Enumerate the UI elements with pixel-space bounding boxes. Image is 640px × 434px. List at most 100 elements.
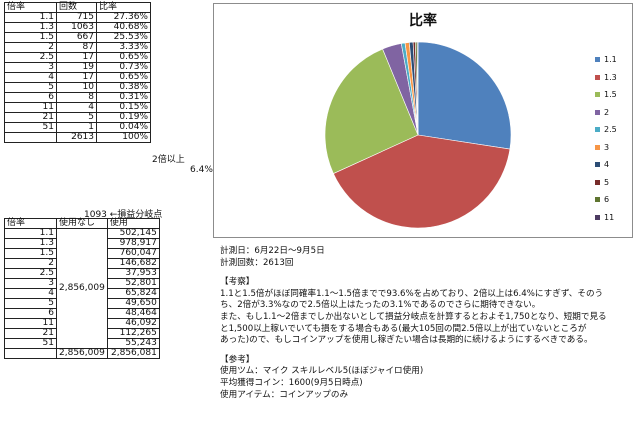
table-cell: 19 [56,62,97,73]
empty-cell [4,132,57,143]
coin-table: 倍率 使用なし 使用 1.1 2,856,009 502,145 1.3 978,917 1.5… [4,218,160,359]
column-header: 使用 [106,218,160,229]
table-cell: 1.5 [4,32,57,43]
rate-cell: 3 [4,278,57,289]
table-row: 11 4 0.15% [4,102,151,113]
table-cell: 40.68% [96,22,151,33]
legend-item: 4 [595,160,609,169]
legend-label: 1.3 [604,72,617,82]
column-header: 回数 [56,2,97,13]
pie-slice-1.1 [417,41,512,150]
table-cell: 51 [4,122,57,133]
legend-label: 5 [604,177,610,187]
table-cell: 1.3 [4,22,57,33]
pie-slice-1.5 [324,48,419,174]
table-cell: 0.38% [96,82,151,93]
with-cell: 37,953 [106,268,160,279]
consider-title: 【考察】 [220,277,255,288]
ref-body: 使用ツム：マイク スキルレベル5(ほぼジャイロ使用) 平均獲得コイン：1600(9… [220,366,635,401]
legend-label: 1.1 [604,55,617,64]
total-count: 2613 [56,132,97,143]
table-row: 21 5 0.19% [4,112,151,123]
table-cell: 11 [4,102,57,113]
legend-swatch [595,74,600,80]
legend-label: 11 [604,212,615,222]
table-cell: 1063 [56,22,97,33]
legend-label: 2 [604,107,610,117]
legend-item: 1.5 [595,90,617,99]
table-cell: 8 [56,92,97,103]
legend-label: 6 [604,195,610,204]
column-header: 使用なし [56,218,108,229]
chart-title: 比率 [409,13,437,29]
legend-swatch [595,57,600,62]
table-cell: 2 [4,42,57,53]
legend-swatch [595,162,600,167]
legend-item: 1.1 [595,55,617,64]
table-cell: 2.5 [4,52,57,63]
rate-cell: 6 [4,308,57,319]
table-cell: 0.65% [96,52,151,63]
table-cell: 6 [4,92,57,103]
table-row: 3 19 0.73% [4,62,151,73]
total-row: 2613 100% [4,132,151,143]
with-cell: 65,824 [106,288,160,299]
legend-swatch [595,127,600,132]
legend-label: 3 [604,142,610,152]
table-cell: 4 [56,102,97,113]
table-cell: 1 [56,122,97,133]
legend-swatch [595,109,600,115]
with-cell: 52,801 [106,278,160,289]
rate-cell: 1.3 [4,238,57,249]
table-row: 51 1 0.04% [4,122,151,133]
legend-label: 1.5 [604,90,617,99]
table-cell: 0.73% [96,62,151,73]
table-cell: 0.04% [96,122,151,133]
table-row: 5 10 0.38% [4,82,151,93]
rate-cell: 11 [4,318,57,329]
legend-item: 2 [595,108,609,117]
table-cell: 87 [56,42,97,53]
table-header: 倍率 回数 比率 [4,2,151,13]
consider-line: と1,500以上稼いでいても損をする場合もある(最大105回の間2.5倍以上が出… [220,323,587,334]
rate-cell: 4 [4,288,57,299]
table-cell: 0.15% [96,102,151,113]
note-label: 2倍以上 [152,155,185,165]
notes: 計測日：6月22日～9月5日 計測回数：2613回 【考察】 1.1と1.5倍が… [220,246,635,401]
legend-swatch [595,197,600,202]
total-with: 2,856,081 [106,348,160,359]
table-row: 1.3 1063 40.68% [4,22,151,33]
rate-cell: 21 [4,328,57,339]
total-ratio: 100% [96,132,151,143]
with-cell: 112,265 [106,328,160,339]
consider-line: あった)ので、もしコインアップを使用し稼ぎたい場合は長期的に続けるようにするべき… [220,335,593,346]
total-row: 2,856,009 2,856,081 [4,348,160,359]
breakeven-label: 1093 ←損益分岐点 [84,210,163,220]
column-header: 比率 [96,2,151,13]
consider-line: 1.1と1.5倍がほぼ同確率1.1～1.5倍までで93.6%を占めており、2倍以… [220,288,604,299]
with-cell: 49,650 [106,298,160,309]
pie-slice-11 [416,41,419,136]
legend-swatch [595,144,600,150]
rate-cell: 51 [4,338,57,349]
without-cell: 2,856,009 [56,228,108,349]
consider-body: 1.1と1.5倍がほぼ同確率1.1～1.5倍までで93.6%を占めており、2倍以… [220,289,635,347]
table-row: 1.5 667 25.53% [4,32,151,43]
legend-label: 4 [604,160,610,169]
legend-swatch [595,92,600,97]
rate-cell: 1.1 [4,228,57,239]
count-text: 計測回数：2613回 [220,257,294,268]
table-cell: 667 [56,32,97,43]
with-cell: 760,047 [106,248,160,259]
rate-cell: 2 [4,258,57,269]
legend-item: 3 [595,143,609,152]
legend-swatch [595,214,600,220]
table-cell: 4 [4,72,57,83]
table-cell: 0.19% [96,112,151,123]
table-cell: 3.33% [96,42,151,53]
table-row: 4 17 0.65% [4,72,151,83]
table-row: 6 8 0.31% [4,92,151,103]
legend-item: 11 [595,213,614,222]
table-row: 1.1 715 27.36% [4,12,151,23]
table-header: 倍率 使用なし 使用 [4,218,160,229]
